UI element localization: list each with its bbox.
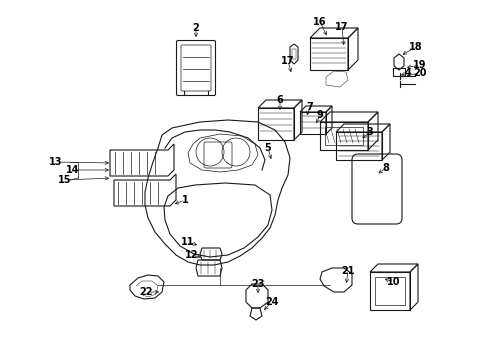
Text: 14: 14 <box>66 165 80 175</box>
Text: 6: 6 <box>277 95 283 105</box>
Text: 2: 2 <box>193 23 199 33</box>
Text: 22: 22 <box>139 287 153 297</box>
Text: 23: 23 <box>251 279 265 289</box>
Text: 1: 1 <box>182 195 188 205</box>
Text: 19: 19 <box>413 60 427 70</box>
Text: 15: 15 <box>58 175 72 185</box>
Text: 10: 10 <box>387 277 401 287</box>
Text: 4: 4 <box>405 68 412 78</box>
Text: 21: 21 <box>341 266 355 276</box>
Text: 16: 16 <box>313 17 327 27</box>
Text: 11: 11 <box>181 237 195 247</box>
Text: 9: 9 <box>317 110 323 120</box>
Text: 3: 3 <box>367 127 373 137</box>
Text: 20: 20 <box>413 68 427 78</box>
Text: 17: 17 <box>335 22 349 32</box>
Text: 18: 18 <box>409 42 423 52</box>
Text: 13: 13 <box>49 157 63 167</box>
Text: 24: 24 <box>265 297 279 307</box>
Text: 7: 7 <box>307 102 314 112</box>
Text: 12: 12 <box>185 250 199 260</box>
Text: 8: 8 <box>383 163 390 173</box>
Text: 5: 5 <box>265 143 271 153</box>
Text: 17: 17 <box>281 56 295 66</box>
